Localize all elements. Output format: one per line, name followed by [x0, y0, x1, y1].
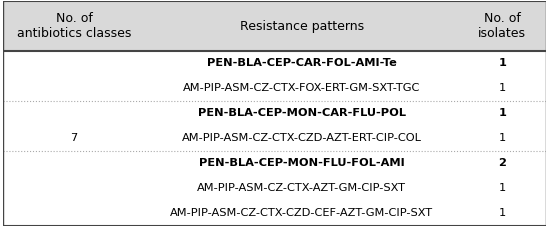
Text: 1: 1 [498, 108, 506, 118]
Text: PEN-BLA-CEP-MON-FLU-FOL-AMI: PEN-BLA-CEP-MON-FLU-FOL-AMI [199, 158, 405, 168]
Text: No. of
isolates: No. of isolates [478, 12, 526, 40]
Text: PEN-BLA-CEP-MON-CAR-FLU-POL: PEN-BLA-CEP-MON-CAR-FLU-POL [197, 108, 406, 118]
Text: Resistance patterns: Resistance patterns [240, 20, 364, 32]
Bar [3, 1, 545, 51]
Text: 1: 1 [498, 58, 506, 68]
Text: AM-PIP-ASM-CZ-CTX-CZD-AZT-ERT-CIP-COL: AM-PIP-ASM-CZ-CTX-CZD-AZT-ERT-CIP-COL [182, 133, 422, 143]
Text: 2: 2 [498, 158, 506, 168]
Text: No. of
antibiotics classes: No. of antibiotics classes [17, 12, 131, 40]
Text: AM-PIP-ASM-CZ-CTX-CZD-CEF-AZT-GM-CIP-SXT: AM-PIP-ASM-CZ-CTX-CZD-CEF-AZT-GM-CIP-SXT [170, 208, 433, 218]
Text: AM-PIP-ASM-CZ-CTX-AZT-GM-CIP-SXT: AM-PIP-ASM-CZ-CTX-AZT-GM-CIP-SXT [197, 183, 406, 193]
Text: 7: 7 [71, 133, 78, 143]
Text: 1: 1 [499, 208, 506, 218]
Text: 1: 1 [499, 183, 506, 193]
Text: PEN-BLA-CEP-CAR-FOL-AMI-Te: PEN-BLA-CEP-CAR-FOL-AMI-Te [207, 58, 397, 68]
Text: AM-PIP-ASM-CZ-CTX-FOX-ERT-GM-SXT-TGC: AM-PIP-ASM-CZ-CTX-FOX-ERT-GM-SXT-TGC [183, 83, 420, 93]
Text: 1: 1 [499, 83, 506, 93]
Text: 1: 1 [499, 133, 506, 143]
